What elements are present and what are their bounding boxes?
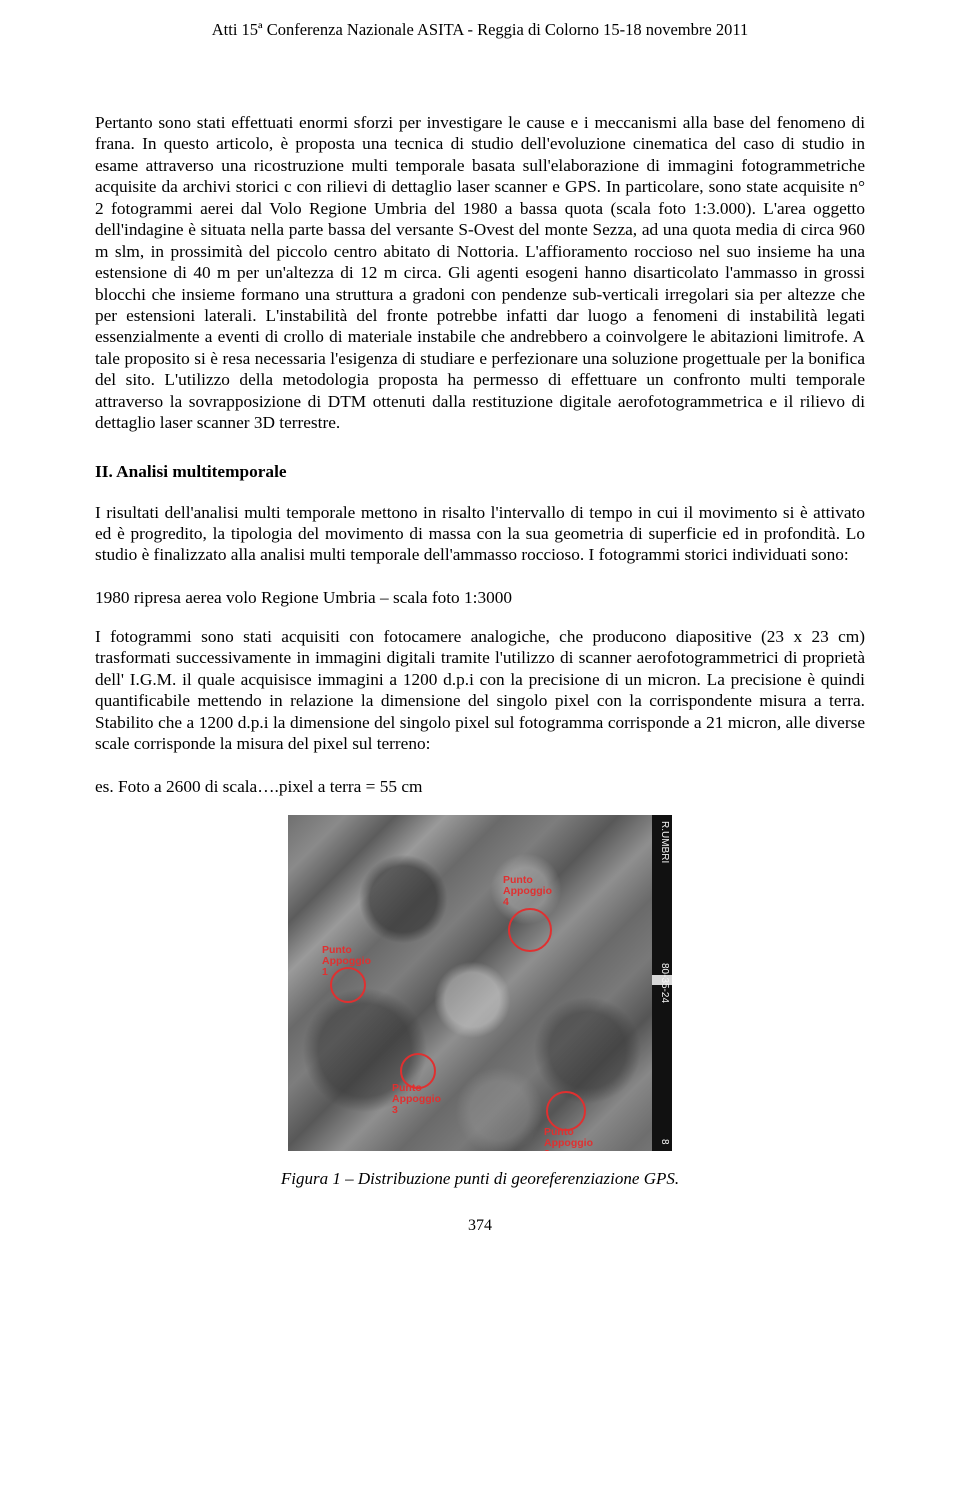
gps-marker-circle: [546, 1091, 586, 1131]
gps-marker-label: PuntoAppoggio4: [503, 875, 552, 908]
gps-marker-label: PuntoAppoggio3: [392, 1083, 441, 1116]
gps-marker-circle: [508, 908, 552, 952]
section-2-paragraph-2: I fotogrammi sono stati acquisiti con fo…: [95, 626, 865, 755]
intro-paragraph: Pertanto sono stati effettuati enormi sf…: [95, 112, 865, 434]
example-calculation-line: es. Foto a 2600 di scala….pixel a terra …: [95, 777, 865, 797]
film-label-mid: 80-35-24: [659, 962, 670, 1002]
film-label-top: R.UMBRI: [659, 821, 670, 863]
figure-1: R.UMBRI 80-35-24 8 PuntoAppoggio1 PuntoAp…: [95, 815, 865, 1189]
section-2-paragraph-1: I risultati dell'analisi multi temporale…: [95, 502, 865, 566]
section-2-heading: II. Analisi multitemporale: [95, 462, 865, 482]
film-label-bot: 8: [659, 1139, 670, 1145]
historical-photo-line: 1980 ripresa aerea volo Regione Umbria –…: [95, 588, 865, 608]
page-number: 374: [95, 1217, 865, 1235]
aerial-photo: R.UMBRI 80-35-24 8 PuntoAppoggio1 PuntoAp…: [288, 815, 672, 1151]
figure-1-caption: Figura 1 – Distribuzione punti di georef…: [95, 1169, 865, 1189]
gps-marker-label: PuntoAppoggio1: [322, 945, 371, 978]
page-content: Atti 15ª Conferenza Nazionale ASITA - Re…: [0, 0, 960, 1265]
gps-marker-label: PuntoAppoggio2: [544, 1127, 593, 1151]
running-header: Atti 15ª Conferenza Nazionale ASITA - Re…: [95, 20, 865, 40]
